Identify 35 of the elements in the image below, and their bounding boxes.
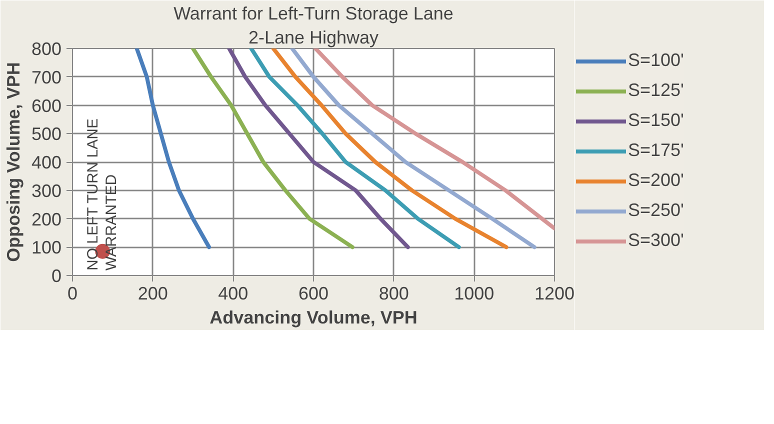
chart-title: Warrant for Left-Turn Storage Lane — [174, 4, 454, 24]
legend-label: S=100' — [628, 50, 684, 71]
y-tick-label: 600 — [31, 96, 62, 116]
x-axis-title: Advancing Volume, VPH — [210, 308, 418, 328]
x-tick-label: 400 — [218, 284, 248, 304]
x-tick-label: 200 — [138, 284, 168, 304]
annotation: NO LEFT TURN LANE WARRANTED — [84, 118, 120, 270]
y-tick-label: 100 — [31, 238, 62, 258]
line-series — [191, 48, 354, 250]
legend-label: S=150' — [628, 110, 684, 131]
line-series — [290, 48, 536, 250]
y-axis-title: Opposing Volume, VPH — [3, 62, 24, 262]
chart-subtitle: 2-Lane Highway — [248, 28, 379, 48]
y-tick-label: 400 — [31, 152, 62, 172]
line-series — [271, 48, 508, 250]
line-series — [314, 48, 554, 230]
line-series — [134, 48, 212, 250]
x-tick-label: 0 — [67, 284, 78, 304]
y-tick-label: 500 — [31, 124, 62, 144]
x-tick-label: 800 — [378, 284, 409, 304]
y-tick-label: 800 — [31, 39, 62, 59]
legend-label: S=250' — [628, 200, 684, 221]
y-tick-label: 700 — [31, 67, 62, 88]
legend-label: S=300' — [628, 230, 684, 251]
legend-label: S=200' — [628, 170, 684, 191]
legend-label: S=175' — [628, 140, 684, 161]
x-tick-label: 600 — [298, 284, 329, 304]
y-tick-label: 0 — [51, 266, 62, 286]
y-tick-label: 300 — [31, 180, 62, 201]
legend-label: S=125' — [628, 80, 684, 101]
x-tick-label: 1200 — [534, 284, 575, 304]
y-tick-label: 200 — [31, 209, 62, 230]
line-series — [249, 48, 461, 250]
line-series — [227, 48, 410, 250]
x-tick-label: 1000 — [454, 284, 494, 304]
